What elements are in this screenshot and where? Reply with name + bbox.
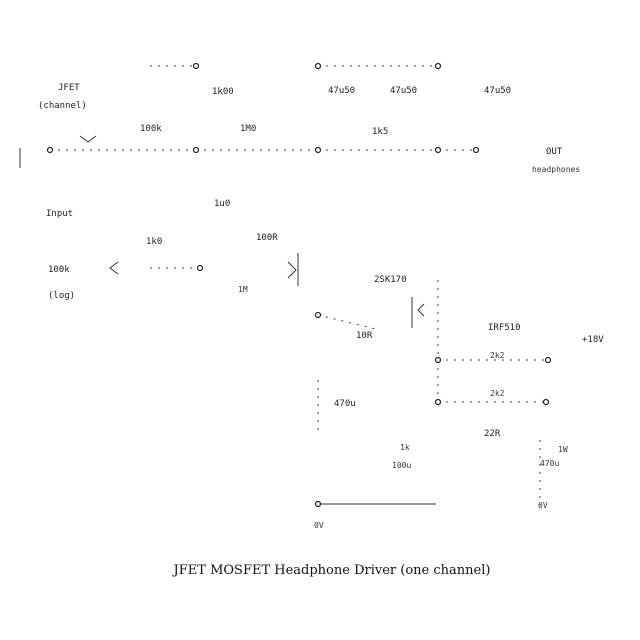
resistor-label: 22R [484,429,501,439]
jfet-gate-arrow-icon [287,261,297,279]
wire [317,314,381,331]
supply-label-2: 0V [538,501,548,510]
capacitor-label: 47u50 [328,86,355,96]
output-label-1: OUT [546,147,563,157]
resistor-label: 2k2 [490,351,505,360]
node [314,62,322,70]
capacitor-label: 100u [392,461,411,470]
resistor-label: 10R [356,331,373,341]
capacitor-label: 1u0 [214,199,230,209]
component-labels: JFET (channel) 100k 1k00 1M0 47u50 47u50… [38,83,604,530]
mosfet-label: IRF510 [488,323,521,333]
resistor-label-2: 1W [558,445,568,454]
output-label-2: headphones [532,165,580,174]
resistor-label: 100k [140,124,162,134]
node [192,62,200,70]
pot-wiper-arrow-icon [109,261,119,275]
jfet-label: 2SK170 [374,275,407,285]
potentiometer-label-2: (log) [48,291,75,301]
resistor-label: 1M [238,285,248,294]
resistor-label: 1k [400,443,410,452]
node [434,146,442,154]
resistor-label: 1M0 [240,124,256,134]
capacitor-label: 47u50 [390,86,417,96]
node [46,146,54,154]
capacitor-label: 470u [540,459,559,468]
node [544,356,552,364]
node [196,264,204,272]
node [434,398,442,406]
input-channel-label-2: (channel) [38,101,87,111]
node [434,62,442,70]
wires [50,65,548,505]
capacitor-label: 470u [334,399,356,409]
potentiometer-label: 100k [48,265,70,275]
resistor-label: 1k00 [212,87,234,97]
supply-label: +18V [582,335,604,345]
input-channel-label-1: JFET [58,83,80,93]
node [314,500,322,508]
node [542,398,550,406]
ground-label: 0V [314,521,324,530]
input-label: Input [46,209,73,219]
symbols [19,135,425,317]
diode-arrow-icon [79,135,97,143]
diagram-title: JFET MOSFET Headphone Driver (one channe… [172,563,491,578]
node [192,146,200,154]
node [314,311,322,319]
mosfet-arrow-icon [417,303,425,317]
node [472,146,480,154]
resistor-label: 1k5 [372,127,388,137]
resistor-label: 100R [256,233,278,243]
node [314,146,322,154]
resistor-label: 1k0 [146,237,162,247]
node [434,356,442,364]
nodes [46,62,552,508]
capacitor-label: 47u50 [484,86,511,96]
resistor-label: 2k2 [490,389,505,398]
